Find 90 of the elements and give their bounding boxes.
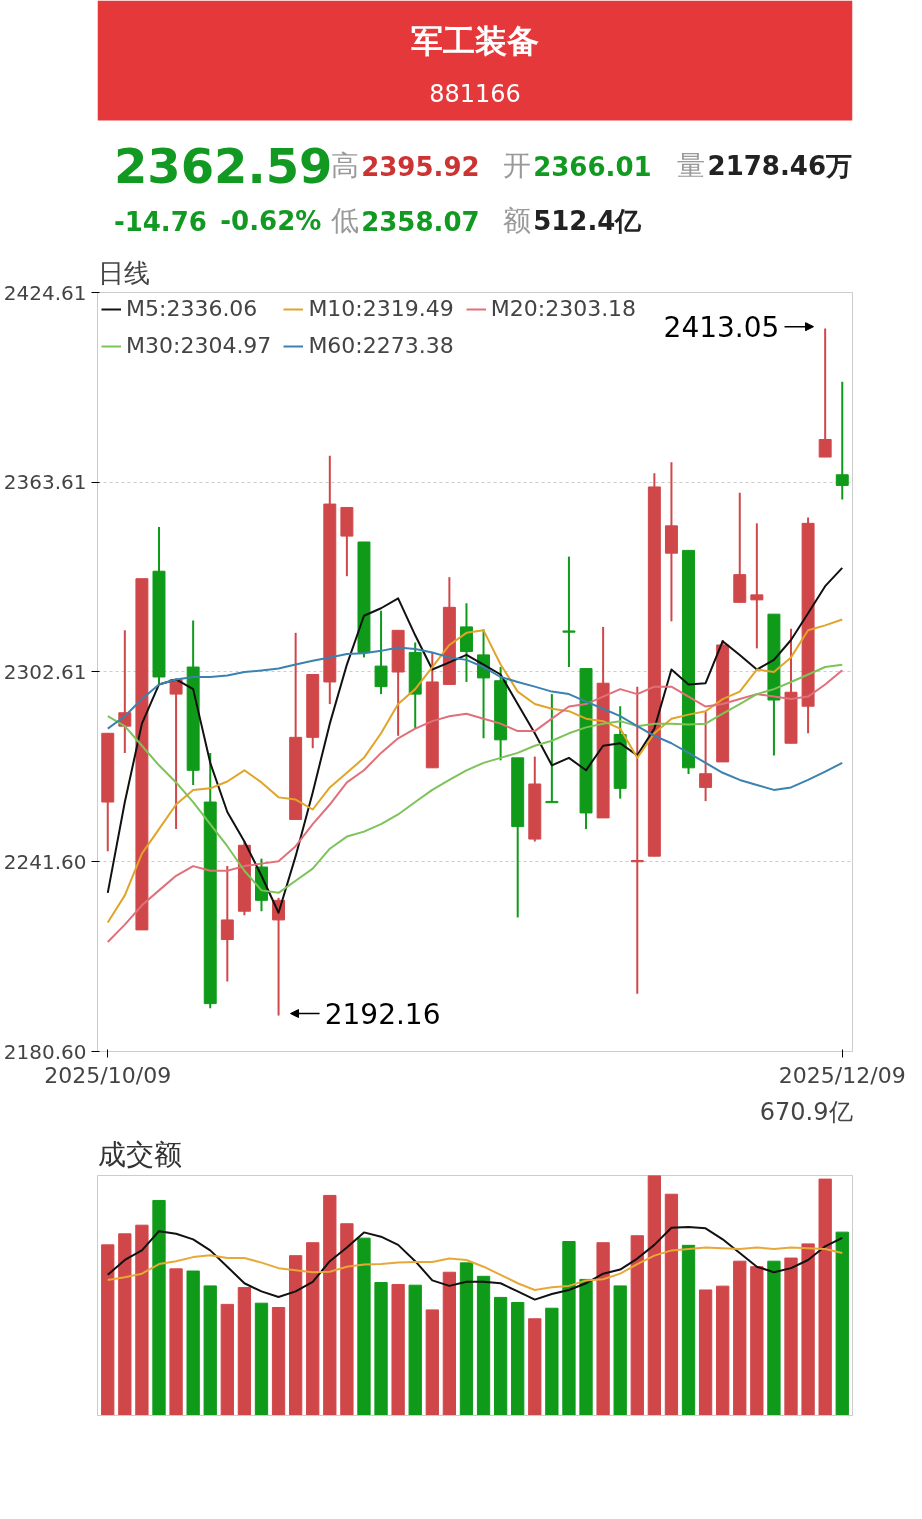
text: 2362.59 [113, 138, 333, 194]
bar [698, 1289, 713, 1416]
y-tick-label: 2363.61 [3, 470, 87, 495]
legend-label: M10:2319.49 [308, 296, 454, 321]
text: 2358.07 [361, 206, 480, 237]
bar [186, 1270, 200, 1416]
bar [579, 1278, 593, 1416]
candlestick [220, 865, 234, 983]
bar [801, 1243, 815, 1416]
bar [716, 1285, 730, 1416]
bar [630, 1235, 644, 1416]
text: 2395.92 [361, 151, 480, 182]
candlestick [374, 609, 388, 696]
bar [101, 1244, 115, 1416]
bar [442, 1271, 457, 1416]
bar [545, 1307, 559, 1416]
bar [203, 1285, 217, 1416]
bar [152, 1199, 166, 1416]
bar [459, 1262, 474, 1416]
bar [289, 1255, 303, 1416]
bar [681, 1244, 696, 1416]
legend-label: M30:2304.97 [126, 333, 272, 358]
bar [596, 1242, 610, 1416]
line-series [106, 663, 844, 894]
bar [391, 1283, 405, 1416]
text: -0.62% [220, 205, 322, 236]
bar [493, 1296, 508, 1416]
annotation: 2192.16 [324, 998, 441, 1032]
bar [374, 1282, 388, 1416]
bar [237, 1287, 252, 1416]
text: 额 [502, 204, 531, 237]
text: 881166 [429, 79, 521, 108]
candlestick [562, 555, 576, 669]
bar [340, 1223, 354, 1416]
bar [750, 1266, 764, 1416]
text: 高 [330, 149, 359, 182]
bar [664, 1193, 679, 1416]
candlestick [169, 678, 183, 831]
bar [323, 1194, 337, 1416]
bar [357, 1237, 371, 1416]
text: 2178.46万 [707, 150, 852, 181]
bar [528, 1318, 542, 1416]
bar [818, 1178, 832, 1416]
line-series [106, 669, 844, 944]
y-tick-label: 2180.60 [3, 1039, 87, 1064]
bar [784, 1257, 798, 1416]
text: 低 [330, 204, 359, 237]
bar [254, 1302, 269, 1416]
candlestick [818, 327, 832, 459]
bar [271, 1307, 286, 1416]
text: 量 [677, 149, 706, 182]
bar [408, 1284, 422, 1416]
bar [220, 1303, 234, 1416]
bar [511, 1301, 525, 1416]
x-tick-label: 2025/12/09 [778, 1062, 906, 1088]
y-tick-label: 2424.61 [3, 280, 87, 305]
text: 670.9亿 [759, 1097, 853, 1126]
text: 日线 [97, 257, 150, 288]
bar [476, 1275, 491, 1416]
y-tick-label: 2241.60 [3, 849, 87, 874]
candlestick [545, 693, 559, 804]
legend-label: M60:2273.38 [308, 333, 454, 358]
bar [767, 1260, 781, 1416]
bar [733, 1260, 747, 1416]
text: 开 [502, 149, 531, 182]
x-tick-label: 2025/10/09 [44, 1062, 172, 1088]
text: 512.4亿 [533, 205, 643, 236]
bar [647, 1175, 661, 1416]
bar [118, 1233, 132, 1416]
text: -14.76 [113, 206, 207, 237]
bar [835, 1231, 849, 1416]
bar [562, 1241, 576, 1416]
bar [306, 1242, 320, 1416]
annotation: 2413.05 [663, 311, 780, 345]
candlestick [699, 710, 713, 803]
line-series [106, 618, 844, 924]
bar [425, 1309, 439, 1416]
bar [135, 1224, 149, 1416]
legend-label: M20:2303.18 [490, 296, 637, 321]
bar [613, 1285, 627, 1416]
legend-label: M5:2336.06 [126, 296, 258, 321]
text: 2366.01 [533, 151, 652, 182]
chart-title: 成交额 [97, 1137, 182, 1171]
y-tick-label: 2302.61 [3, 659, 87, 684]
text: 军工装备 [411, 21, 539, 60]
candlestick [750, 522, 764, 650]
bar [169, 1268, 183, 1416]
candlestick [630, 685, 644, 995]
line-series [106, 646, 844, 791]
candlestick [835, 380, 849, 501]
